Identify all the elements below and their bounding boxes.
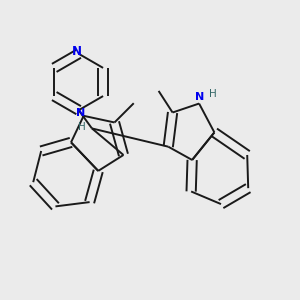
Text: H: H [78, 122, 86, 132]
Text: N: N [76, 107, 85, 118]
Text: N: N [72, 45, 82, 58]
Text: H: H [208, 89, 216, 99]
Text: N: N [196, 92, 205, 102]
